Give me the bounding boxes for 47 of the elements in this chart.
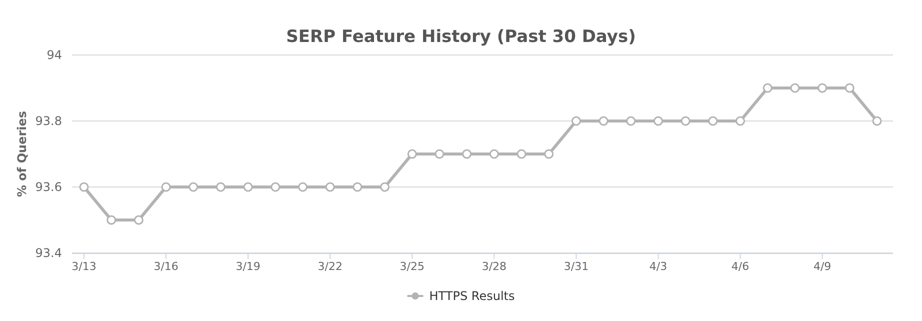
point — [270, 182, 280, 192]
x-tick-label: 3/13 — [72, 260, 96, 273]
point — [352, 182, 362, 192]
x-tick-label: 3/19 — [236, 260, 260, 273]
point — [844, 83, 854, 93]
x-tick-label: 4/9 — [813, 260, 832, 273]
x-tick-label: 3/16 — [154, 260, 178, 273]
point — [106, 215, 116, 225]
point — [872, 116, 882, 126]
legend-label: HTTPS Results — [429, 289, 515, 303]
point — [298, 182, 308, 192]
x-tick-label: 3/31 — [564, 260, 589, 273]
x-tick-label: 3/22 — [318, 260, 342, 273]
x-tick-label: 3/25 — [400, 260, 424, 273]
point — [407, 149, 417, 159]
point — [134, 215, 144, 225]
x-tick-label: 4/6 — [731, 260, 750, 273]
chart-title: SERP Feature History (Past 30 Days) — [286, 27, 636, 47]
point — [818, 83, 828, 93]
y-tick-label: 94 — [46, 48, 62, 62]
point — [434, 149, 444, 159]
point — [680, 116, 690, 126]
point — [161, 182, 171, 192]
y-tick-label: 93.4 — [35, 246, 62, 260]
x-tick-label: 3/28 — [482, 260, 507, 273]
point — [762, 83, 772, 93]
point — [188, 182, 198, 192]
point — [79, 182, 89, 192]
y-axis-title: % of Queries — [15, 110, 29, 198]
point — [489, 149, 499, 159]
point — [462, 149, 472, 159]
point — [626, 116, 636, 126]
x-tick-label: 4/3 — [649, 260, 668, 273]
point — [571, 116, 581, 126]
y-tick-label: 93.6 — [35, 180, 62, 194]
point — [790, 83, 800, 93]
point — [654, 116, 663, 126]
point — [216, 182, 226, 192]
point — [736, 116, 746, 126]
point — [708, 116, 718, 126]
point — [544, 149, 554, 159]
y-tick-label: 93.8 — [35, 114, 62, 128]
point — [243, 182, 253, 192]
point — [380, 182, 390, 192]
point — [325, 182, 335, 192]
point — [516, 149, 526, 159]
point — [598, 116, 608, 126]
